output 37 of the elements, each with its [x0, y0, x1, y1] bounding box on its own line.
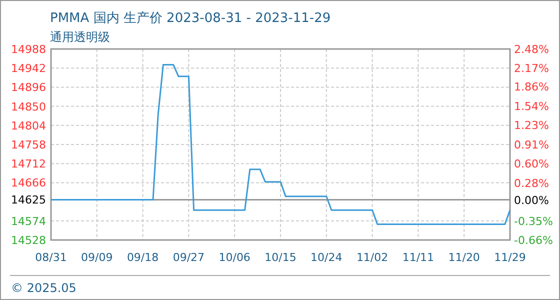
- x-tick-label: 11/11: [402, 251, 434, 264]
- y2-tick-label: 1.23%: [514, 119, 549, 132]
- y-tick-label: 14896: [11, 81, 46, 94]
- chart-title: PMMA 国内 生产价 2023-08-31 - 2023-11-29: [50, 11, 331, 26]
- x-tick-label: 08/31: [35, 251, 67, 264]
- line-series: [50, 64, 511, 225]
- y-tick-label: 14850: [11, 100, 46, 114]
- y2-tick-label: 2.17%: [514, 62, 549, 75]
- text: © 2025.05: [11, 281, 76, 295]
- y-tick-label: 14666: [11, 176, 46, 190]
- x-tick-label: 11/02: [356, 251, 388, 264]
- x-tick-label: 10/24: [310, 251, 342, 264]
- x-tick-label: 11/20: [448, 251, 480, 264]
- y2-tick-label: 0.28%: [514, 176, 549, 190]
- x-tick-label: 11/29: [494, 251, 526, 264]
- y-tick-label: 14988: [11, 43, 46, 56]
- y2-tick-label: -0.35%: [514, 215, 553, 228]
- y2-tick-label: -0.66%: [514, 234, 553, 247]
- y-tick-label: 14942: [11, 62, 46, 76]
- y-tick-label: 14758: [11, 138, 46, 152]
- y2-tick-label: 0.91%: [514, 138, 549, 152]
- y-tick-label: 14574: [11, 214, 46, 228]
- y-tick-label: 14625: [11, 194, 46, 207]
- y2-tick-label: 2.48%: [514, 43, 549, 56]
- y-tick-label: 14528: [11, 234, 46, 247]
- y-tick-label: 14804: [11, 119, 46, 132]
- x-tick-label: 09/09: [81, 251, 113, 264]
- chart-subtitle: 通用透明级: [50, 30, 110, 44]
- y2-tick-label: 0.60%: [514, 157, 549, 170]
- y2-tick-label: 0.00%: [514, 194, 549, 207]
- x-tick-label: 09/27: [172, 251, 205, 264]
- x-tick-label: 09/18: [126, 251, 159, 264]
- y2-tick-label: 1.86%: [514, 80, 549, 94]
- y-tick-label: 14712: [11, 158, 46, 171]
- y2-tick-label: 1.54%: [514, 100, 549, 114]
- x-tick-label: 10/06: [218, 251, 250, 264]
- x-tick-label: 10/15: [264, 251, 296, 264]
